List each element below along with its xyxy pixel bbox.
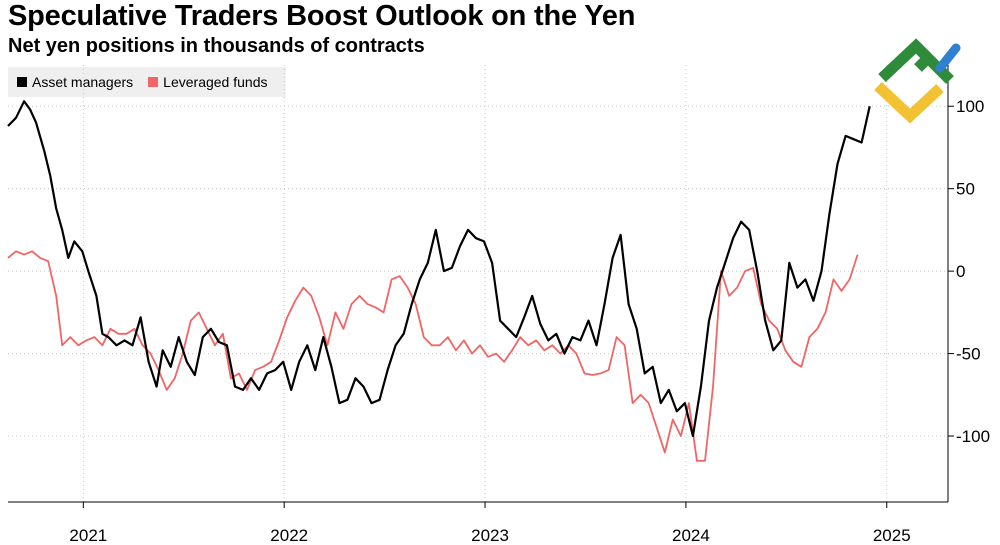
legend-item-asset-managers[interactable]: Asset managers xyxy=(17,74,133,90)
site-logo-icon xyxy=(874,38,961,124)
y-tick-label: 50 xyxy=(956,180,975,199)
x-tick-label: 2024 xyxy=(672,526,710,545)
y-tick-label: -100 xyxy=(956,427,990,446)
legend-label-leveraged-funds: Leveraged funds xyxy=(163,74,268,90)
legend-item-leveraged-funds[interactable]: Leveraged funds xyxy=(148,74,267,90)
y-tick-label: -50 xyxy=(956,345,981,364)
legend-swatch-leveraged-funds xyxy=(148,77,159,87)
legend-swatch-asset-managers xyxy=(17,77,27,87)
y-tick-label: 100 xyxy=(956,97,984,116)
chart-subtitle: Net yen positions in thousands of contra… xyxy=(8,35,425,57)
series-line-leveraged-funds xyxy=(7,250,859,462)
x-tick-label: 2025 xyxy=(873,526,911,545)
series-line-asset-managers xyxy=(7,100,871,438)
legend-label-asset-managers: Asset managers xyxy=(32,74,134,90)
chart-title: Speculative Traders Boost Outlook on the… xyxy=(8,0,636,32)
x-tick-label: 2021 xyxy=(69,526,107,545)
x-tick-label: 2023 xyxy=(471,526,509,545)
legend: Asset managers Leveraged funds xyxy=(8,67,286,97)
x-tick-label: 2022 xyxy=(270,526,308,545)
y-tick-label: 0 xyxy=(956,262,965,281)
